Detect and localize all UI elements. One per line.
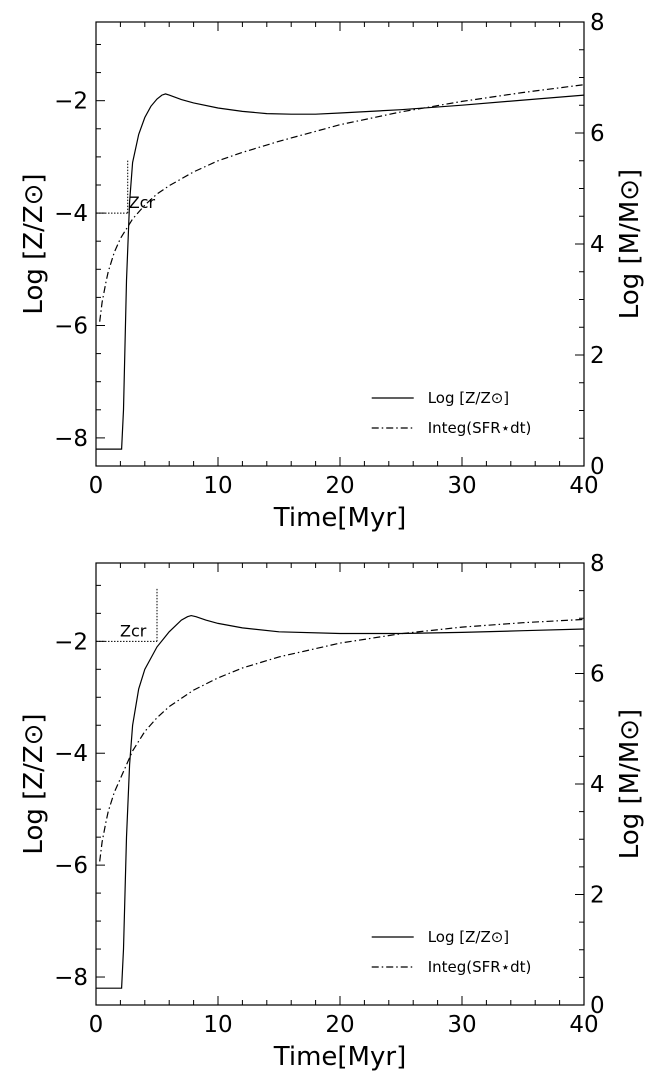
x-tick-label: 40	[569, 1012, 598, 1038]
series-metallicity-line	[96, 614, 584, 989]
y-left-tick-label: −8	[54, 965, 88, 991]
x-tick-label: 10	[203, 473, 232, 499]
y-right-tick-label: 8	[590, 551, 605, 577]
y-right-tick-label: 4	[590, 772, 605, 798]
plot-frame	[95, 21, 585, 467]
y-left-axis-title: Log [Z/Z⊙]	[19, 173, 49, 314]
legend-entry: Log [Z/Z⊙]	[428, 928, 509, 946]
y-right-tick-label: 0	[590, 993, 605, 1019]
y-right-tick-label: 2	[590, 883, 605, 909]
x-tick-label: 20	[325, 1012, 354, 1038]
y-left-tick-label: −6	[54, 313, 88, 339]
y-left-tick-label: −2	[54, 629, 88, 655]
x-axis-title: Time[Myr]	[273, 1042, 406, 1072]
y-right-axis-title: Log [M/M⊙]	[615, 169, 645, 319]
legend-entry: Integ(SFR⋆dt)	[428, 419, 532, 437]
y-left-tick-label: −6	[54, 853, 88, 879]
x-tick-label: 30	[447, 473, 476, 499]
x-tick-label: 0	[89, 1012, 104, 1038]
x-tick-label: 40	[569, 473, 598, 499]
y-right-tick-label: 4	[590, 232, 605, 258]
y-left-tick-label: −4	[54, 741, 88, 767]
series-mass-line	[99, 618, 584, 862]
y-left-tick-label: −4	[54, 201, 88, 227]
series-mass-line	[99, 84, 584, 322]
series-metallicity-line	[96, 93, 584, 450]
y-right-axis-title: Log [M/M⊙]	[615, 709, 645, 859]
y-right-tick-label: 0	[590, 454, 605, 480]
zcr-label: Zcr	[120, 621, 147, 640]
chart-panel-2: 0 10 20 30 40 −8 −6 −4 −2 0 2 4 6 8 Time[Myr] Log [Z/Z⊙…	[19, 551, 645, 1072]
zcr-label: Zcr	[129, 193, 156, 212]
y-right-tick-label: 8	[590, 10, 605, 36]
x-tick-label: 20	[325, 473, 354, 499]
plot-frame	[95, 562, 585, 1006]
x-tick-label: 10	[203, 1012, 232, 1038]
y-right-tick-label: 6	[590, 662, 605, 688]
y-left-tick-label: −2	[54, 89, 88, 115]
y-left-axis-title: Log [Z/Z⊙]	[19, 713, 49, 854]
legend-entry: Integ(SFR⋆dt)	[428, 958, 532, 976]
x-tick-label: 30	[447, 1012, 476, 1038]
y-right-tick-label: 6	[590, 121, 605, 147]
x-axis-title: Time[Myr]	[273, 503, 406, 533]
y-right-tick-label: 2	[590, 343, 605, 369]
chart-panel-1: 0 10 20 30 40 −8 −6 −4 −2 0 2 4 6 8 Time[Myr] Log [Z/Z⊙…	[19, 10, 645, 533]
x-tick-label: 0	[89, 473, 104, 499]
legend-entry: Log [Z/Z⊙]	[428, 389, 509, 407]
y-left-tick-label: −8	[54, 426, 88, 452]
